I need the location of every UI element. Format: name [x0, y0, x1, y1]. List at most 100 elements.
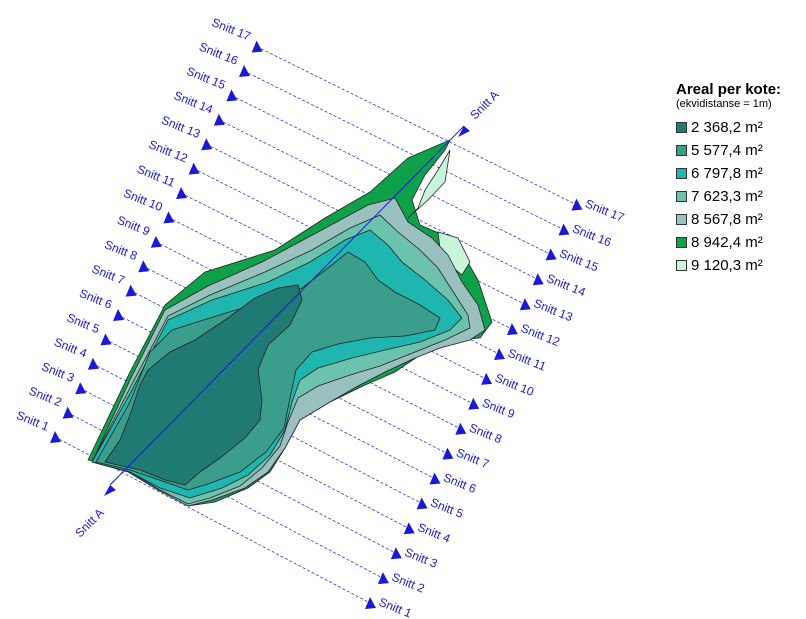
section-marker-left-7 — [125, 284, 137, 297]
section-label-left-11: Snitt 11 — [135, 162, 177, 190]
section-line-15 — [231, 95, 551, 255]
section-marker-left-11 — [176, 187, 187, 199]
section-label-right-14: Snitt 14 — [545, 271, 588, 299]
section-marker-right-10 — [481, 372, 493, 385]
legend-title: Areal per kote: — [676, 81, 782, 98]
section-marker-left-6 — [113, 309, 124, 321]
section-label-left-15: Snitt 15 — [185, 64, 228, 92]
section-marker-right-13 — [519, 298, 531, 311]
section-line-4 — [92, 363, 409, 529]
section-label-right-12: Snitt 12 — [519, 321, 562, 349]
section-marker-right-15 — [545, 248, 557, 261]
legend-value: 9 120,3 m² — [691, 257, 763, 274]
legend-swatch — [676, 145, 687, 156]
legend-swatch — [676, 168, 687, 179]
section-line-8 — [143, 265, 461, 430]
section-line-6 — [117, 314, 435, 479]
section-marker-right-17 — [571, 198, 583, 211]
section-label-right-13: Snitt 13 — [532, 296, 575, 324]
section-marker-left-17 — [251, 40, 263, 53]
section-marker-right-1 — [365, 597, 376, 609]
section-marker-right-8 — [455, 422, 467, 435]
section-marker-left-14 — [213, 113, 225, 126]
section-line-10 — [168, 217, 487, 380]
section-line-2 — [67, 412, 384, 579]
section-line-17 — [256, 46, 577, 205]
section-marker-left-16 — [239, 65, 250, 77]
section-label-right-9: Snitt 9 — [480, 396, 517, 422]
legend-item-2: 5 577,4 m² — [676, 139, 804, 162]
section-label-left-10: Snitt 10 — [122, 186, 165, 214]
section-label-right-5: Snitt 5 — [428, 495, 465, 521]
legend-item-5: 8 567,8 m² — [676, 208, 804, 231]
axis-a-label-top: Snitt A — [467, 88, 501, 122]
legend-value: 6 797,8 m² — [691, 165, 763, 182]
section-label-left-8: Snitt 8 — [103, 237, 140, 263]
section-marker-left-3 — [75, 382, 87, 395]
section-label-left-14: Snitt 14 — [172, 88, 215, 116]
section-label-right-1: Snitt 1 — [377, 595, 414, 619]
legend-value: 8 567,8 m² — [691, 211, 763, 228]
legend-value: 5 577,4 m² — [691, 142, 763, 159]
section-label-right-2: Snitt 2 — [390, 570, 427, 596]
section-marker-right-7 — [442, 447, 454, 460]
legend-swatch — [676, 260, 687, 271]
legend-items: 2 368,2 m² 5 577,4 m² 6 797,8 m² 7 623,3 m²… — [676, 116, 804, 277]
legend-item-7: 9 120,3 m² — [676, 254, 804, 277]
section-marker-right-2 — [377, 572, 389, 585]
section-marker-right-16 — [558, 223, 570, 236]
section-line-1 — [54, 436, 371, 604]
section-label-left-13: Snitt 13 — [159, 113, 202, 141]
section-marker-right-12 — [506, 323, 518, 336]
section-label-left-7: Snitt 7 — [90, 262, 127, 288]
section-label-right-6: Snitt 6 — [441, 470, 478, 496]
legend-value: 8 942,4 m² — [691, 234, 763, 251]
section-label-right-3: Snitt 3 — [403, 545, 440, 571]
section-line-9 — [155, 241, 474, 405]
section-label-left-3: Snitt 3 — [40, 359, 77, 385]
section-label-left-17: Snitt 17 — [210, 15, 253, 43]
legend-swatch — [676, 237, 687, 248]
legend-item-4: 7 623,3 m² — [676, 185, 804, 208]
section-line-16 — [243, 70, 564, 230]
section-marker-left-5 — [100, 333, 112, 346]
section-marker-left-10 — [163, 211, 175, 224]
legend-swatch — [676, 122, 687, 133]
zone-2368-area — [104, 284, 303, 486]
section-marker-right-5 — [416, 497, 428, 510]
section-line-3 — [80, 387, 396, 554]
section-marker-right-6 — [429, 472, 441, 485]
section-marker-left-8 — [138, 260, 150, 273]
section-marker-right-9 — [468, 397, 480, 410]
section-marker-right-14 — [532, 273, 544, 286]
section-marker-right-3 — [390, 547, 402, 560]
legend-value: 2 368,2 m² — [691, 119, 763, 136]
section-label-right-4: Snitt 4 — [416, 520, 453, 546]
section-label-left-1: Snitt 1 — [14, 408, 51, 434]
legend-swatch — [676, 191, 687, 202]
section-marker-left-15 — [226, 89, 238, 102]
section-label-left-9: Snitt 9 — [115, 213, 152, 239]
section-label-right-8: Snitt 8 — [467, 421, 504, 447]
axis-a-label-bottom: Snitt A — [72, 506, 106, 540]
contour-zones — [87, 139, 493, 507]
section-marker-left-13 — [201, 138, 213, 151]
legend-swatch — [676, 214, 687, 225]
section-label-left-5: Snitt 5 — [65, 310, 102, 336]
legend-item-3: 6 797,8 m² — [676, 162, 804, 185]
axis-a-marker-top — [458, 126, 470, 137]
section-label-left-12: Snitt 12 — [147, 137, 190, 165]
legend-item-6: 8 942,4 m² — [676, 231, 804, 254]
section-line-14 — [218, 119, 538, 280]
section-label-left-16: Snitt 16 — [197, 40, 240, 68]
section-marker-left-12 — [188, 162, 200, 175]
section-line-7 — [130, 290, 448, 454]
section-label-left-6: Snitt 6 — [77, 286, 114, 312]
section-marker-right-11 — [494, 348, 505, 360]
section-marker-left-1 — [50, 431, 61, 443]
legend-subtitle: (ekvidistanse = 1m) — [676, 98, 772, 110]
section-label-left-2: Snitt 2 — [27, 384, 64, 410]
section-label-left-4: Snitt 4 — [52, 335, 89, 361]
section-label-right-10: Snitt 10 — [493, 371, 536, 399]
